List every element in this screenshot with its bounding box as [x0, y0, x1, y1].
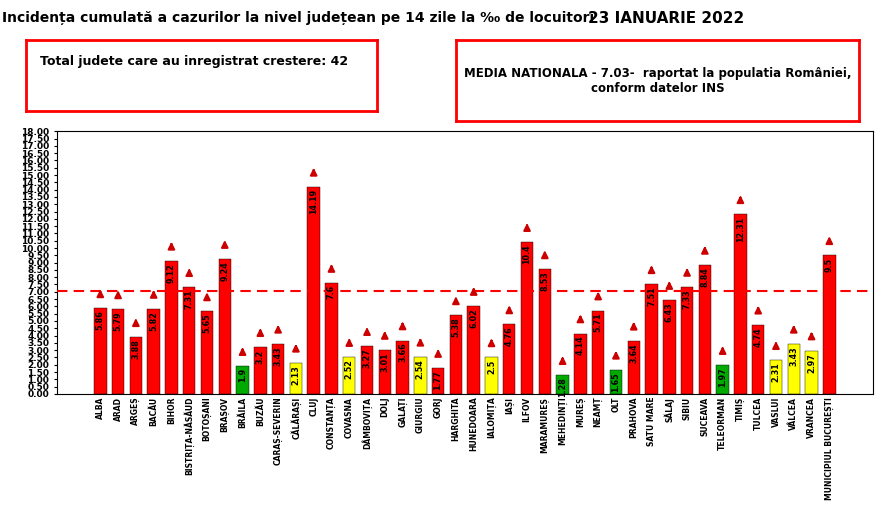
Text: 8.84: 8.84 [701, 267, 709, 287]
Bar [824, 256, 836, 394]
Bar [183, 287, 196, 394]
Text: 9.5: 9.5 [825, 258, 834, 272]
Bar [717, 365, 729, 394]
Bar [663, 300, 675, 394]
Text: 1.9: 1.9 [238, 368, 247, 382]
Bar [752, 325, 765, 394]
Text: 2.52: 2.52 [345, 360, 353, 379]
Text: 3.01: 3.01 [381, 352, 389, 372]
Text: 5.71: 5.71 [594, 313, 602, 332]
Bar [770, 360, 782, 394]
Text: 12.31: 12.31 [736, 217, 745, 242]
Text: 7.33: 7.33 [682, 289, 692, 309]
Bar [325, 283, 338, 394]
Text: 5.38: 5.38 [452, 318, 460, 337]
Text: 3.88: 3.88 [132, 339, 140, 360]
Bar [414, 357, 426, 394]
Bar [218, 259, 231, 394]
Bar [592, 311, 604, 394]
Bar [201, 312, 213, 394]
Bar [289, 363, 302, 394]
Bar [396, 340, 409, 394]
Text: 3.2: 3.2 [256, 349, 265, 364]
Text: 1.77: 1.77 [433, 370, 443, 390]
Text: 7.6: 7.6 [327, 285, 336, 299]
Text: MEDIA NATIONALA - 7.03-  raportat la populatia României,
conform datelor INS: MEDIA NATIONALA - 7.03- raportat la popu… [464, 67, 852, 95]
Text: 5.82: 5.82 [149, 311, 158, 331]
Text: 2.31: 2.31 [772, 363, 781, 382]
Bar [272, 344, 284, 394]
Bar [165, 261, 178, 394]
Bar [450, 316, 462, 394]
Text: 3.27: 3.27 [362, 348, 372, 368]
Text: 8.53: 8.53 [540, 272, 549, 291]
Bar [788, 344, 800, 394]
Bar [360, 346, 374, 394]
Bar [467, 306, 480, 394]
Text: 2.97: 2.97 [807, 353, 816, 373]
Bar [681, 287, 694, 394]
Text: 1.28: 1.28 [558, 377, 567, 397]
Bar [503, 324, 516, 394]
Text: 10.4: 10.4 [523, 244, 531, 264]
Bar [734, 214, 746, 394]
Text: 9.12: 9.12 [167, 263, 176, 283]
Bar [130, 337, 142, 394]
Text: 2.13: 2.13 [291, 365, 301, 385]
Text: 7.31: 7.31 [185, 289, 194, 309]
Text: 2.5: 2.5 [487, 360, 496, 374]
Bar [343, 357, 355, 394]
Text: 6.43: 6.43 [665, 302, 674, 322]
Bar [628, 341, 640, 394]
Text: 3.43: 3.43 [274, 346, 282, 366]
Text: 3.66: 3.66 [398, 343, 407, 362]
Bar [645, 284, 658, 394]
Bar [94, 309, 106, 394]
Bar [308, 187, 320, 394]
Text: Incidența cumulată a cazurilor la nivel județean pe 14 zile la ‰ de locuitori: Incidența cumulată a cazurilor la nivel … [2, 11, 595, 25]
Text: 1.97: 1.97 [718, 367, 727, 387]
Bar [610, 370, 622, 394]
Bar [236, 366, 249, 394]
Text: 1.65: 1.65 [611, 372, 620, 392]
Bar [485, 358, 498, 394]
Bar [112, 310, 125, 394]
Bar [538, 270, 551, 394]
Bar [805, 350, 817, 394]
Text: 14.19: 14.19 [310, 189, 318, 214]
Text: 4.74: 4.74 [753, 327, 763, 346]
Bar [556, 375, 569, 394]
Text: 5.65: 5.65 [203, 314, 211, 333]
Bar [431, 368, 445, 394]
Text: Total judete care au inregistrat crestere: 42: Total judete care au inregistrat crester… [40, 55, 348, 68]
Bar [521, 242, 533, 394]
Bar [254, 347, 267, 394]
Text: 7.51: 7.51 [647, 286, 656, 306]
Text: 6.02: 6.02 [469, 308, 478, 328]
Text: 2.54: 2.54 [416, 359, 424, 379]
Text: 5.79: 5.79 [114, 312, 123, 331]
Bar [574, 333, 587, 394]
Text: 23 IANUARIE 2022: 23 IANUARIE 2022 [588, 11, 745, 26]
Text: 3.43: 3.43 [789, 346, 798, 366]
Bar [699, 265, 711, 394]
Text: 4.76: 4.76 [505, 327, 514, 346]
Bar [147, 309, 160, 394]
Text: 3.64: 3.64 [629, 343, 638, 363]
Bar [379, 350, 391, 394]
Text: 9.24: 9.24 [220, 261, 229, 281]
Text: 5.86: 5.86 [96, 311, 104, 330]
Text: 4.14: 4.14 [576, 336, 585, 356]
